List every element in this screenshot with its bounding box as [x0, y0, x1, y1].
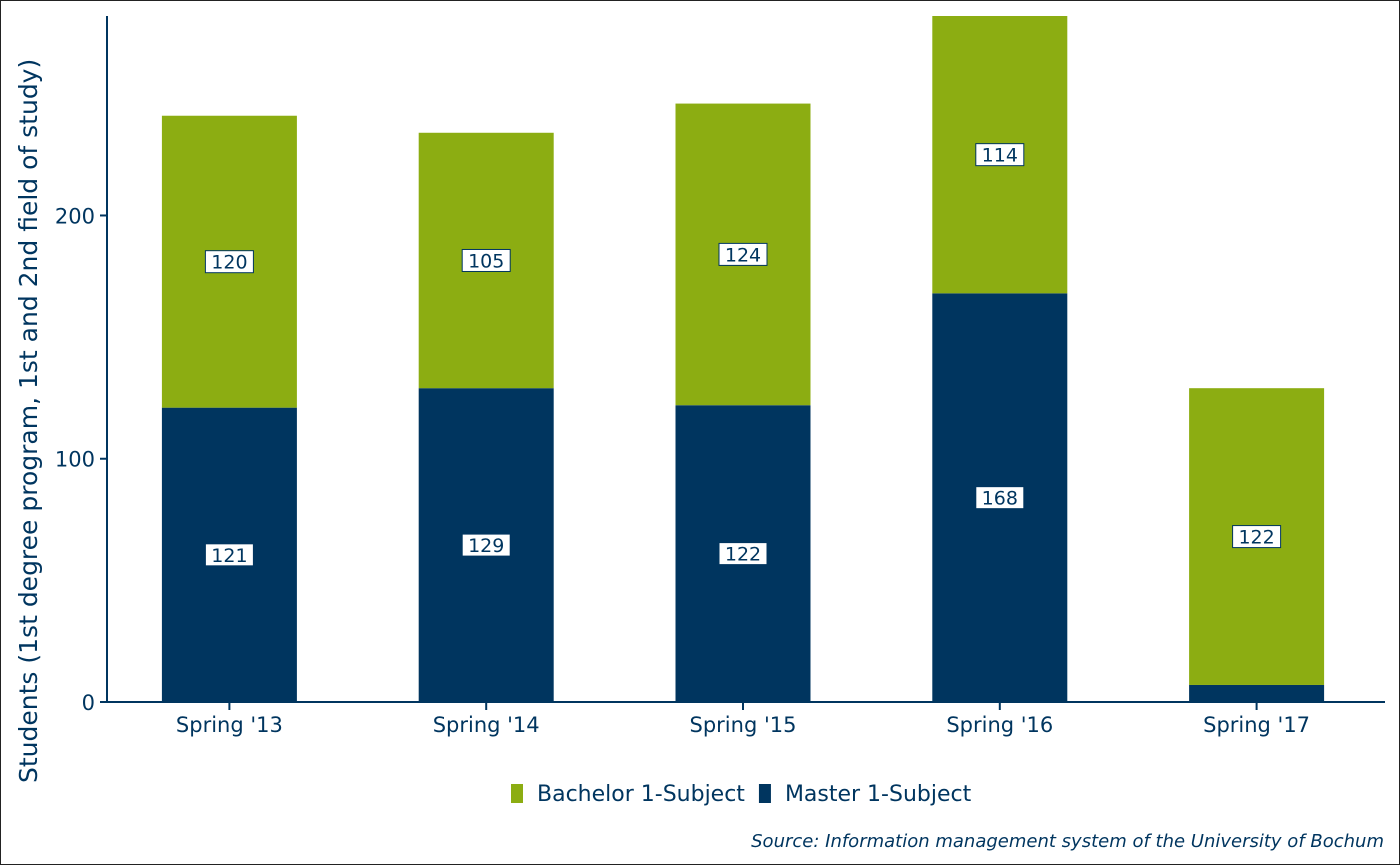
legend-swatch-master-1-subject: [758, 784, 771, 803]
data-label-box: [204, 250, 254, 274]
x-tick-label: Spring '15: [690, 713, 797, 737]
bar-master-1-subject-spring-17: [1189, 684, 1325, 702]
legend-label-master-1-subject: Master 1-Subject: [785, 782, 972, 807]
data-label-master-1-subject-spring-16: 168: [982, 488, 1018, 510]
data-label-box: [204, 543, 254, 567]
y-tick-label: 0: [82, 691, 95, 715]
data-label-bachelor-1-subject-spring-14: 105: [468, 250, 504, 272]
data-label-master-1-subject-spring-15: 122: [725, 544, 761, 566]
data-label-bachelor-1-subject-spring-13: 120: [211, 252, 247, 274]
data-labels-layer: 121 120 129 105 122 124 168 114 122: [204, 143, 1282, 567]
data-label-master-1-subject-spring-14: 129: [468, 535, 504, 557]
x-tick-label: Spring '13: [176, 713, 283, 737]
data-label-box: [975, 143, 1025, 167]
bars-layer: [161, 16, 1325, 702]
data-label-bachelor-1-subject-spring-16: 114: [982, 145, 1018, 167]
data-label-box: [461, 533, 511, 557]
legend-label-bachelor-1-subject: Bachelor 1-Subject: [537, 782, 745, 807]
data-label-box: [718, 242, 768, 266]
legend-swatch-bachelor-1-subject: [511, 784, 523, 803]
data-label-bachelor-1-subject-spring-15: 124: [725, 244, 761, 266]
data-label-bachelor-1-subject-spring-17: 122: [1238, 527, 1274, 549]
x-tick-label: Spring '14: [433, 713, 540, 737]
source-caption: Source: Information management system of…: [751, 831, 1384, 852]
y-tick-label: 100: [55, 448, 95, 472]
data-label-box: [1232, 525, 1282, 549]
x-tick-label: Spring '17: [1203, 713, 1310, 737]
axes-layer: Spring '13 Spring '14 Spring '15 Spring '16…: [55, 16, 1385, 737]
data-label-box: [461, 248, 511, 272]
data-label-box: [718, 542, 768, 566]
x-tick-label: Spring '16: [946, 713, 1053, 737]
data-label-box: [975, 486, 1025, 510]
data-label-master-1-subject-spring-13: 121: [211, 545, 247, 567]
y-axis-title: Students (1st degree program, 1st and 2n…: [14, 59, 43, 783]
legend: Bachelor 1-Subject Master 1-Subject: [511, 782, 972, 807]
y-tick-label: 200: [55, 204, 95, 228]
